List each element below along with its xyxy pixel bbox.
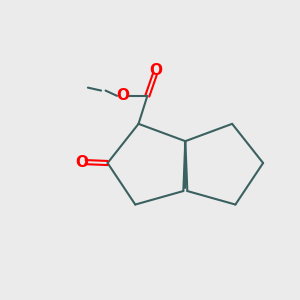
Text: O: O (76, 154, 88, 169)
Text: O: O (116, 88, 129, 104)
Text: O: O (150, 63, 163, 78)
